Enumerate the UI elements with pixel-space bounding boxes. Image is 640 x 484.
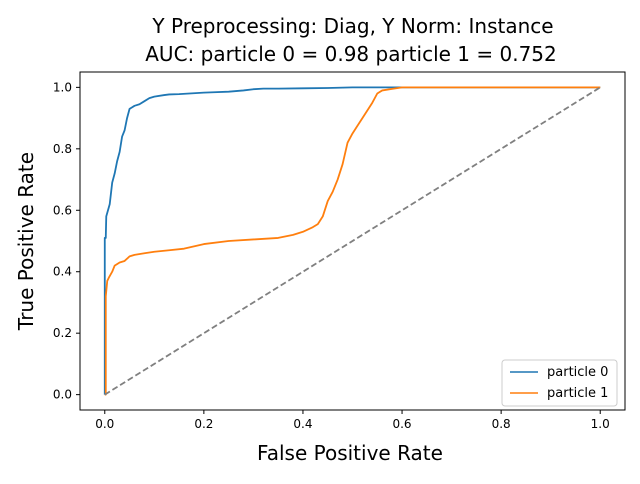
chart-title-line-2: AUC: particle 0 = 0.98 particle 1 = 0.75… — [145, 42, 557, 66]
y-axis-ticks: 0.0 0.2 0.4 0.6 0.8 1.0 — [53, 80, 80, 402]
x-tick-label: 1.0 — [591, 417, 610, 431]
chance-diagonal-line — [104, 86, 601, 396]
axes-frame — [79, 71, 626, 411]
x-tick-label: 0.6 — [392, 417, 411, 431]
y-tick-label: 0.8 — [53, 142, 72, 156]
x-axis-ticks: 0.0 0.2 0.4 0.6 0.8 1.0 — [95, 410, 610, 431]
chart-title-line-1: Y Preprocessing: Diag, Y Norm: Instance — [151, 14, 553, 38]
y-tick-label: 1.0 — [53, 80, 72, 94]
y-tick-label: 0.2 — [53, 326, 72, 340]
y-tick-label: 0.0 — [53, 388, 72, 402]
y-tick-label: 0.4 — [53, 265, 72, 279]
y-tick-label: 0.6 — [53, 203, 72, 217]
plot-area — [79, 71, 626, 411]
legend-label-particle-1: particle 1 — [547, 386, 608, 401]
x-tick-label: 0.0 — [95, 417, 114, 431]
legend-label-particle-0: particle 0 — [547, 365, 608, 380]
x-tick-label: 0.4 — [293, 417, 312, 431]
legend: particle 0 particle 1 — [501, 359, 618, 407]
series-line-particle-1 — [104, 86, 601, 396]
x-tick-label: 0.2 — [194, 417, 213, 431]
series-line-particle-0 — [103, 86, 601, 395]
x-axis-label: False Positive Rate — [257, 441, 443, 465]
x-tick-label: 0.8 — [492, 417, 511, 431]
y-axis-label: True Positive Rate — [14, 152, 38, 331]
